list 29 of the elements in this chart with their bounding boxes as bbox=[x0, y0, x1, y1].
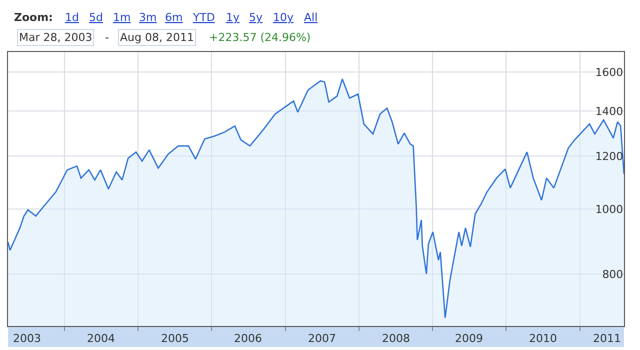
y-tick-label: 1000 bbox=[595, 202, 624, 216]
y-tick-label: 1600 bbox=[595, 66, 624, 80]
x-tick-label: 2008 bbox=[382, 332, 410, 345]
text: Mar 28, 2003 bbox=[19, 31, 92, 44]
text: 10y bbox=[273, 11, 294, 24]
y-tick-label: 1400 bbox=[595, 104, 624, 118]
x-tick-label: 2004 bbox=[87, 332, 115, 345]
text: All bbox=[304, 11, 318, 24]
text: 1d bbox=[65, 11, 79, 24]
y-tick-label: 800 bbox=[602, 268, 624, 281]
text: 3m bbox=[139, 11, 157, 24]
y-tick-label: 1200 bbox=[595, 150, 624, 163]
text: 1y bbox=[226, 11, 240, 24]
text: - bbox=[105, 31, 109, 44]
x-tick-label: 2005 bbox=[161, 332, 189, 345]
x-tick-label: 2011 bbox=[593, 332, 621, 345]
x-tick-label: 2003 bbox=[13, 332, 41, 345]
text: 5d bbox=[89, 11, 103, 24]
text: 1m bbox=[113, 11, 131, 24]
x-tick-label: 2007 bbox=[308, 332, 336, 345]
x-tick-label: 2010 bbox=[529, 332, 557, 345]
text: 5y bbox=[249, 11, 263, 24]
text: Zoom: bbox=[14, 11, 53, 24]
text: +223.57 (24.96%) bbox=[209, 31, 311, 44]
text: Aug 08, 2011 bbox=[120, 31, 194, 44]
x-tick-label: 2006 bbox=[234, 332, 262, 345]
x-tick-label: 2009 bbox=[455, 332, 483, 345]
text: YTD bbox=[192, 11, 215, 24]
text: 6m bbox=[165, 11, 183, 24]
